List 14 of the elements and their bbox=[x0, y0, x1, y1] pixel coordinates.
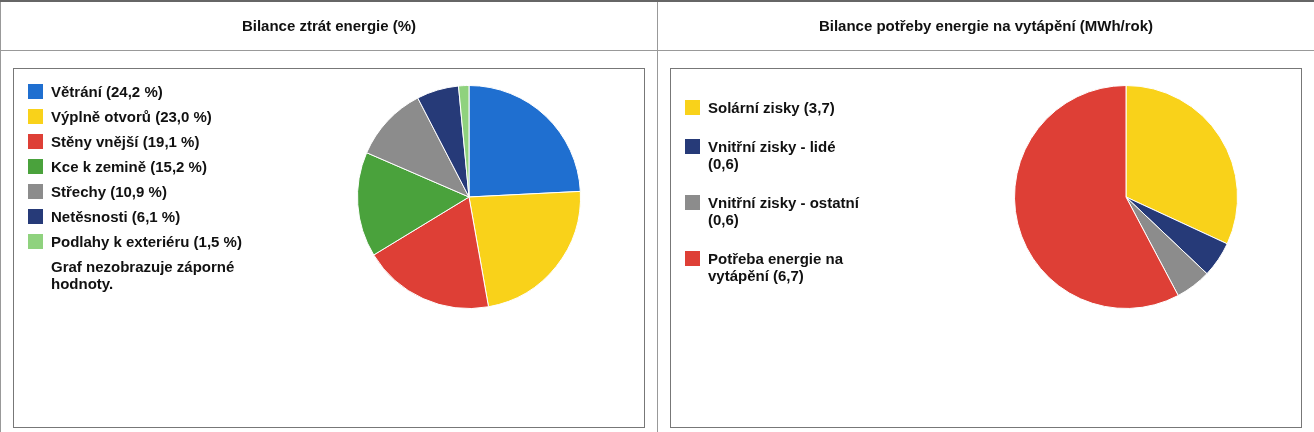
legend-label: Vnitřní zisky - lidé (0,6) bbox=[708, 138, 837, 172]
legend-label: Vnitřní zisky - ostatní (0,6) bbox=[708, 194, 860, 228]
text: Graf nezobrazuje záporné hodnoty. bbox=[51, 258, 236, 292]
chart-title: Bilance potřeby energie na vytápění (MWh/rok) bbox=[658, 2, 1314, 51]
legend-label: Stěny vnější (19,1 %) bbox=[51, 133, 200, 150]
legend-label: Podlahy k exteriéru (1,5 %) bbox=[51, 233, 242, 250]
legend-label: Kce k zemině (15,2 %) bbox=[51, 158, 207, 175]
legend-label: Netěsnosti (6,1 %) bbox=[51, 208, 181, 225]
chart-title: Bilance ztrát energie (%) bbox=[1, 2, 657, 51]
legend-label: Výplně otvorů (23,0 %) bbox=[51, 108, 212, 125]
legend-label: Solární zisky (3,7) bbox=[708, 99, 835, 116]
legend-label: Střechy (10,9 %) bbox=[51, 183, 167, 200]
legend-label: Potřeba energie na vytápění (6,7) bbox=[708, 250, 845, 284]
legend-label: Větrání (24,2 %) bbox=[51, 83, 163, 100]
